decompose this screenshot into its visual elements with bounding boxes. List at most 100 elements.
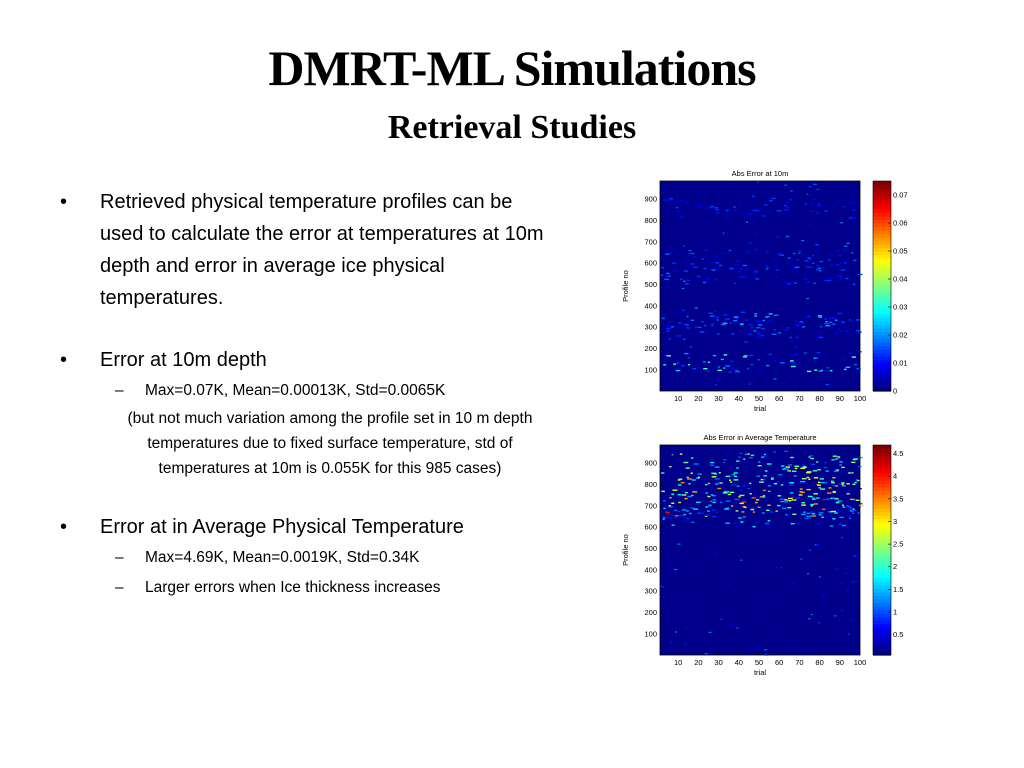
heatmap-cell (817, 469, 821, 471)
heatmap-cell (720, 252, 725, 254)
heatmap-cell (801, 502, 805, 504)
heatmap-cell (710, 461, 715, 464)
heatmap-cell (712, 499, 717, 501)
colorbar-step (873, 356, 891, 361)
heatmap-cell (830, 507, 833, 509)
heatmap-cell (735, 510, 739, 512)
heatmap-cell (727, 583, 730, 586)
heatmap-cell (733, 362, 736, 364)
heatmap-cell (775, 567, 778, 569)
heatmap-cell (690, 507, 695, 509)
heatmap-cell (756, 208, 759, 210)
heatmap-cell (715, 478, 720, 480)
heatmap-cell (687, 478, 693, 480)
heatmap-cell (704, 207, 708, 209)
heatmap-cell (845, 277, 849, 280)
heatmap-cell (768, 353, 773, 356)
heatmap-cell (754, 248, 757, 251)
heatmap-cell (799, 550, 803, 552)
heatmap-cell (708, 505, 711, 507)
heatmap-cell (824, 210, 828, 212)
heatmap-cell (727, 182, 730, 184)
heatmap-cell (692, 491, 698, 493)
heatmap-cell (785, 329, 788, 331)
heatmap-cell (762, 319, 766, 322)
heatmap-cell (849, 218, 853, 220)
heatmap-cell (822, 596, 826, 598)
plot-frame (659, 444, 861, 656)
colorbar-step (873, 497, 891, 502)
heatmap-cell (805, 253, 807, 255)
colorbar-step (873, 265, 891, 270)
heatmap-cell (823, 466, 828, 469)
heatmap-cell (737, 456, 741, 458)
heatmap-cell (763, 649, 768, 651)
heatmap-cell (712, 354, 717, 357)
heatmap-cell (807, 573, 810, 575)
x-axis-label: trial (754, 404, 766, 413)
heatmap-cell (723, 314, 728, 316)
heatmap-cell (749, 467, 753, 469)
heatmap-cell (668, 198, 673, 200)
heatmap-cell (669, 497, 672, 499)
heatmap-cell (806, 471, 812, 473)
heatmap-cell (734, 475, 738, 478)
heatmap-cell (749, 367, 753, 369)
heatmap-cell (757, 506, 761, 508)
heatmap-cell (764, 470, 768, 472)
heatmap-cell (816, 497, 820, 499)
heatmap-cell (663, 364, 667, 366)
heatmap-cell (700, 598, 703, 600)
heatmap-cell (783, 468, 786, 470)
colorbar-step (873, 345, 891, 350)
heatmap-cell (729, 491, 735, 494)
heatmap-cell (691, 457, 694, 459)
heatmap-cell (719, 618, 723, 620)
heatmap-cell (804, 517, 809, 520)
heatmap-cell (705, 506, 708, 508)
heatmap-cell (851, 252, 854, 254)
colorbar-tick-label: 0 (893, 387, 897, 396)
heatmap-cell (665, 275, 669, 278)
heatmap-cell (722, 492, 728, 494)
heatmap-cell (801, 481, 805, 484)
heatmap-cell (782, 468, 785, 471)
heatmap-cell (837, 312, 843, 315)
colorbar-step (873, 466, 891, 471)
heatmap-cell (816, 461, 819, 463)
heatmap-cell (778, 332, 782, 334)
colorbar-step (873, 184, 891, 189)
colorbar-step (873, 564, 891, 569)
colorbar-step (873, 613, 891, 618)
heatmap-cell (680, 482, 685, 484)
colorbar-tick-label: 0.5 (893, 630, 903, 639)
heatmap-cell (841, 321, 845, 324)
heatmap-cell (763, 475, 767, 477)
heatmap-cell (673, 249, 677, 251)
heatmap-cell (673, 269, 679, 271)
colorbar-step (873, 536, 891, 541)
heatmap-cell (721, 323, 726, 326)
heatmap-cell (796, 523, 800, 525)
heatmap-cell (755, 210, 760, 212)
colorbar-step (873, 370, 891, 375)
heatmap-cell (845, 572, 848, 574)
heatmap-cell (825, 384, 830, 386)
heatmap-cell (847, 589, 849, 591)
heatmap-cell (856, 319, 860, 321)
colorbar-step (873, 240, 891, 245)
heatmap-cell (801, 513, 806, 516)
colorbar-step (873, 504, 891, 509)
heatmap-cell (843, 368, 847, 371)
colorbar-step (873, 303, 891, 308)
heatmap-cell (807, 495, 813, 498)
heatmap-cell (671, 493, 675, 495)
heatmap-cell (766, 299, 768, 301)
heatmap-cell (843, 326, 848, 329)
colorbar-step (873, 254, 891, 259)
x-tick-label: 20 (694, 658, 702, 667)
heatmap-cell (764, 522, 770, 525)
heatmap-cell (783, 586, 786, 588)
colorbar-step (873, 487, 891, 492)
